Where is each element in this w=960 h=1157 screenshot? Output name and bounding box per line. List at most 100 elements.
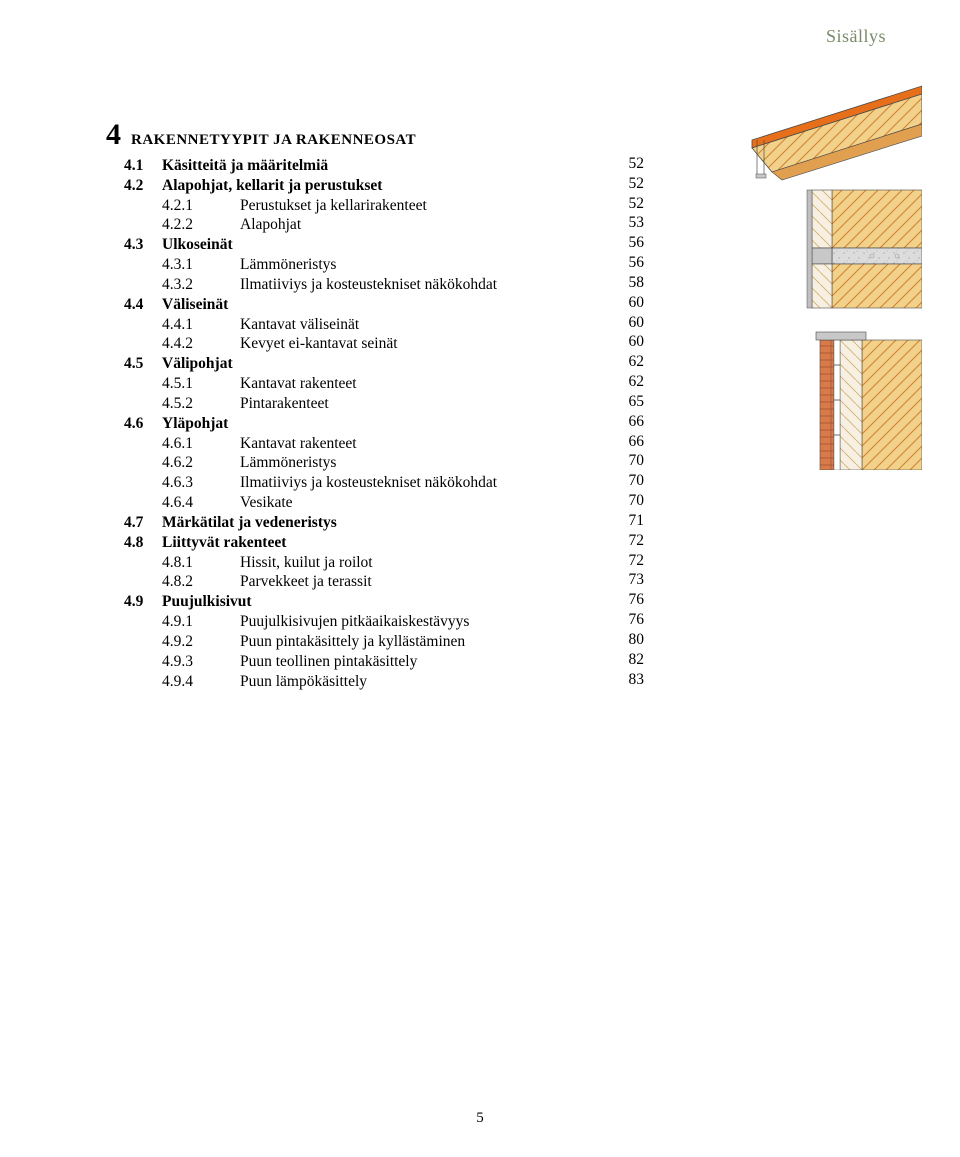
toc-entry-number: 4.9.3 — [162, 652, 240, 672]
toc-row: 4.1Käsitteitä ja määritelmiä — [106, 156, 606, 176]
toc-entry-number: 4.5 — [124, 354, 162, 374]
toc-entry-label: Hissit, kuilut ja roilot — [240, 553, 373, 573]
toc-entry-page: 52 — [618, 194, 644, 214]
chapter-number: 4 — [106, 118, 121, 152]
toc-entry-page: 60 — [618, 293, 644, 313]
toc-entry-page: 52 — [618, 174, 644, 194]
toc-entry-number: 4.6.3 — [162, 473, 240, 493]
toc-entry-page: 66 — [618, 432, 644, 452]
toc-entry-page: 66 — [618, 412, 644, 432]
toc-entry-page: 70 — [618, 451, 644, 471]
toc-entry-label: Käsitteitä ja määritelmiä — [162, 156, 328, 176]
toc-entry-number: 4.7 — [124, 513, 162, 533]
toc-entry-number: 4.8.2 — [162, 572, 240, 592]
toc-entry-label: Ilmatiiviys ja kosteustekniset näkökohda… — [240, 473, 497, 493]
toc-entry-page: 70 — [618, 471, 644, 491]
toc-row: 4.3.1Lämmöneristys — [106, 255, 606, 275]
upper-wall-segment — [807, 190, 922, 308]
toc-list: 4.1Käsitteitä ja määritelmiä4.2Alapohjat… — [106, 156, 606, 691]
toc-row: 4.9.4Puun lämpökäsittely — [106, 672, 606, 692]
toc-row: 4.2.2Alapohjat — [106, 215, 606, 235]
toc-entry-number: 4.2.1 — [162, 196, 240, 216]
toc-entry-label: Lämmöneristys — [240, 453, 336, 473]
toc-entry-number: 4.8.1 — [162, 553, 240, 573]
toc-row: 4.8.2Parvekkeet ja terassit — [106, 572, 606, 592]
toc-entry-label: Parvekkeet ja terassit — [240, 572, 372, 592]
chapter-heading: 4 RAKENNETYYPIT JA RAKENNEOSAT — [106, 118, 606, 152]
toc-entry-number: 4.2.2 — [162, 215, 240, 235]
toc-entry-label: Liittyvät rakenteet — [162, 533, 286, 553]
toc-entry-page: 62 — [618, 372, 644, 392]
toc-entry-number: 4.9.2 — [162, 632, 240, 652]
toc-entry-page: 76 — [618, 590, 644, 610]
toc-row: 4.5Välipohjat — [106, 354, 606, 374]
toc-row: 4.6.2Lämmöneristys — [106, 453, 606, 473]
toc-entry-label: Yläpohjat — [162, 414, 228, 434]
chapter-title: RAKENNETYYPIT JA RAKENNEOSAT — [131, 132, 416, 149]
toc-entry-label: Kantavat rakenteet — [240, 434, 357, 454]
toc-row: 4.2Alapohjat, kellarit ja perustukset — [106, 176, 606, 196]
toc-content: 4 RAKENNETYYPIT JA RAKENNEOSAT 4.1Käsitt… — [106, 118, 606, 691]
toc-entry-number: 4.9.4 — [162, 672, 240, 692]
toc-entry-number: 4.6.1 — [162, 434, 240, 454]
toc-entry-page: 73 — [618, 570, 644, 590]
toc-entry-page: 72 — [618, 551, 644, 571]
toc-row: 4.2.1Perustukset ja kellarirakenteet — [106, 196, 606, 216]
toc-entry-page: 58 — [618, 273, 644, 293]
toc-entry-label: Puun teollinen pintakäsittely — [240, 652, 417, 672]
toc-entry-label: Ilmatiiviys ja kosteustekniset näkökohda… — [240, 275, 497, 295]
toc-row: 4.6.3Ilmatiiviys ja kosteustekniset näkö… — [106, 473, 606, 493]
toc-entry-number: 4.8 — [124, 533, 162, 553]
toc-entry-page: 83 — [618, 670, 644, 690]
toc-entry-page: 52 — [618, 154, 644, 174]
toc-entry-number: 4.4 — [124, 295, 162, 315]
toc-entry-page: 60 — [618, 313, 644, 333]
toc-entry-label: Puujulkisivut — [162, 592, 252, 612]
toc-entry-page: 65 — [618, 392, 644, 412]
toc-entry-page: 60 — [618, 332, 644, 352]
toc-row: 4.4.1Kantavat väliseinät — [106, 315, 606, 335]
toc-entry-label: Kevyet ei-kantavat seinät — [240, 334, 398, 354]
roof-segment — [752, 86, 922, 180]
toc-row: 4.5.2Pintarakenteet — [106, 394, 606, 414]
toc-entry-label: Puun pintakäsittely ja kyllästäminen — [240, 632, 465, 652]
toc-row: 4.9.2Puun pintakäsittely ja kyllästämine… — [106, 632, 606, 652]
toc-entry-number: 4.9.1 — [162, 612, 240, 632]
toc-entry-label: Puun lämpökäsittely — [240, 672, 367, 692]
toc-row: 4.9.1Puujulkisivujen pitkäaikaiskestävyy… — [106, 612, 606, 632]
toc-entry-number: 4.4.1 — [162, 315, 240, 335]
toc-entry-label: Alapohjat — [240, 215, 301, 235]
toc-entry-number: 4.3.1 — [162, 255, 240, 275]
toc-row: 4.4Väliseinät — [106, 295, 606, 315]
toc-entry-number: 4.6.4 — [162, 493, 240, 513]
toc-entry-number: 4.3 — [124, 235, 162, 255]
toc-entry-page: 82 — [618, 650, 644, 670]
toc-entry-number: 4.1 — [124, 156, 162, 176]
toc-row: 4.8Liittyvät rakenteet — [106, 533, 606, 553]
toc-row: 4.9.3Puun teollinen pintakäsittely — [106, 652, 606, 672]
page-number: 5 — [0, 1110, 960, 1127]
toc-entry-label: Lämmöneristys — [240, 255, 336, 275]
toc-entry-number: 4.5.2 — [162, 394, 240, 414]
toc-entry-number: 4.3.2 — [162, 275, 240, 295]
toc-row: 4.6.1Kantavat rakenteet — [106, 434, 606, 454]
toc-entry-number: 4.6.2 — [162, 453, 240, 473]
toc-entry-label: Ulkoseinät — [162, 235, 233, 255]
toc-entry-label: Kantavat rakenteet — [240, 374, 357, 394]
toc-row: 4.7Märkätilat ja vedeneristys — [106, 513, 606, 533]
toc-entry-label: Pintarakenteet — [240, 394, 329, 414]
section-header: Sisällys — [826, 26, 886, 47]
wall-section-illustration — [712, 80, 922, 470]
toc-entry-page: 80 — [618, 630, 644, 650]
toc-row: 4.3.2Ilmatiiviys ja kosteustekniset näkö… — [106, 275, 606, 295]
toc-entry-number: 4.5.1 — [162, 374, 240, 394]
toc-entry-label: Kantavat väliseinät — [240, 315, 359, 335]
toc-entry-page: 70 — [618, 491, 644, 511]
toc-entry-number: 4.6 — [124, 414, 162, 434]
toc-entry-number: 4.9 — [124, 592, 162, 612]
toc-entry-page: 62 — [618, 352, 644, 372]
toc-entry-label: Märkätilat ja vedeneristys — [162, 513, 337, 533]
toc-entry-page: 71 — [618, 511, 644, 531]
toc-page-numbers: 5252525356565860606062626566667070707172… — [618, 154, 644, 689]
toc-entry-page: 76 — [618, 610, 644, 630]
